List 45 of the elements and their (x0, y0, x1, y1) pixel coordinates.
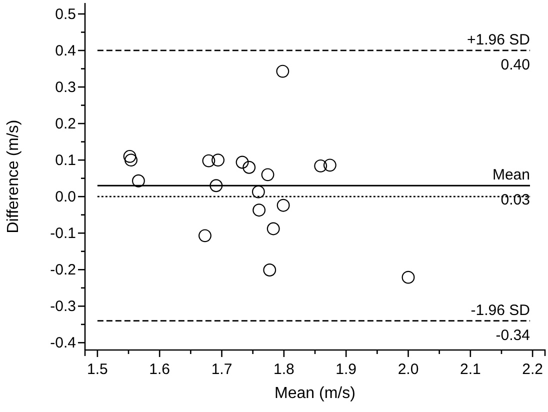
y-tick-label: -0.2 (50, 261, 76, 278)
y-tick-label: 0.3 (55, 78, 76, 96)
annotation: -0.34 (496, 326, 530, 344)
point (212, 154, 224, 167)
point (314, 159, 328, 172)
x-tick-label: 2.0 (398, 361, 419, 378)
point (261, 168, 274, 182)
point (263, 264, 276, 276)
y-tick-label: 0.1 (55, 152, 76, 169)
ref-line-label: +1.96 SD (467, 31, 530, 48)
x-tick-label: 1.9 (336, 361, 357, 378)
point (276, 198, 290, 212)
x-axis-title: Mean (m/s) (274, 385, 356, 402)
y-tick-label: -0.4 (50, 334, 76, 352)
point (276, 64, 290, 78)
point (210, 179, 223, 192)
annotation: 0.40 (500, 56, 530, 74)
point (198, 229, 212, 242)
point (236, 156, 249, 169)
point (323, 158, 336, 172)
x-tick-label: 1.5 (87, 361, 108, 378)
point (124, 154, 138, 167)
y-tick-label: 0.0 (55, 188, 76, 206)
x-tick-label: 2.1 (460, 361, 481, 378)
annotation: 0.03 (500, 192, 530, 209)
y-tick-label: 0.5 (55, 6, 76, 23)
y-tick-label: 0.2 (55, 115, 76, 132)
y-axis-title: Difference (m/s) (5, 120, 22, 234)
x-tick-label: 1.7 (211, 361, 232, 378)
point (132, 174, 145, 188)
point (123, 150, 136, 163)
point (252, 185, 265, 198)
point (252, 204, 266, 217)
x-tick-label: 1.8 (273, 361, 294, 378)
y-tick-label: 0.4 (55, 42, 76, 60)
x-tick-label: 2.2 (522, 361, 543, 378)
point (242, 160, 256, 174)
point (402, 270, 415, 284)
ref-line-label: Mean (492, 166, 530, 184)
y-tick-label: -0.3 (50, 298, 76, 315)
x-tick-label: 1.6 (149, 361, 170, 378)
point (266, 222, 280, 236)
point (202, 154, 216, 168)
y-tick-label: -0.1 (50, 224, 76, 242)
ref-line-label: -1.96 SD (470, 302, 530, 319)
